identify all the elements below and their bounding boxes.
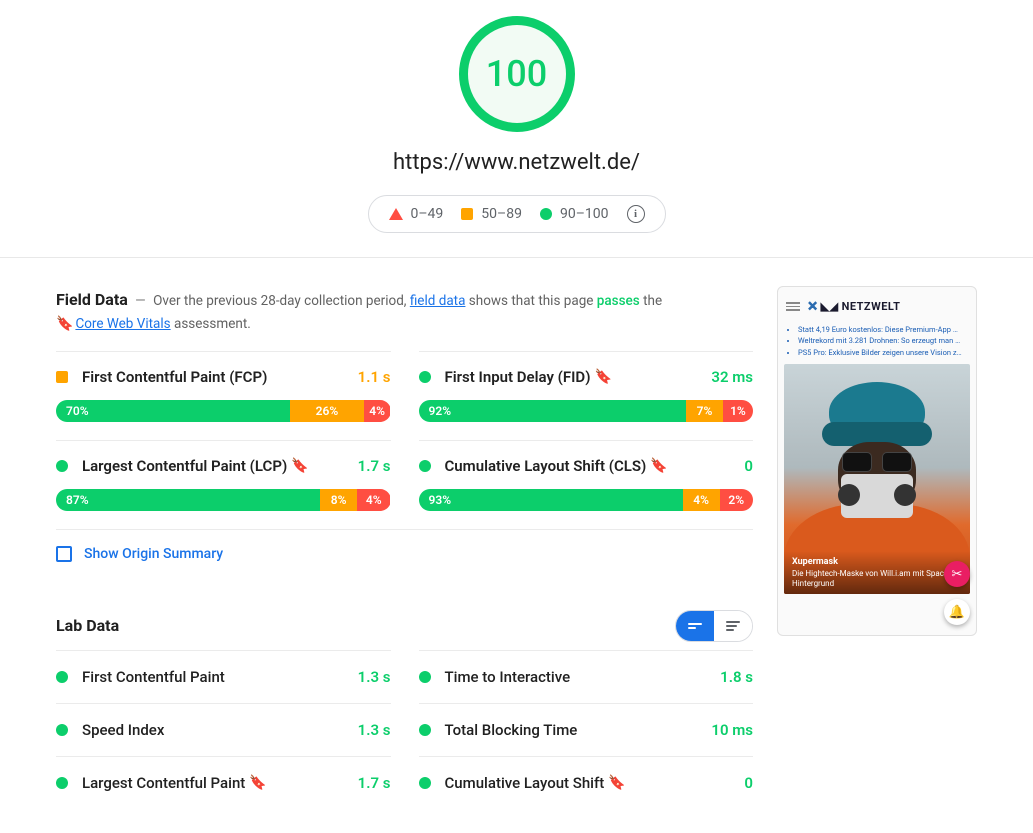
status-icon [56, 777, 68, 789]
intro-verdict: passes [597, 293, 640, 309]
metric-name: First Contentful Paint [82, 668, 358, 686]
metric-name: Speed Index [82, 721, 358, 739]
info-icon[interactable]: i [627, 205, 645, 223]
main-column: Field Data — Over the previous 28-day co… [56, 286, 753, 809]
status-icon [56, 371, 68, 383]
score-legend: 0–49 50–89 90–100 i [368, 195, 666, 233]
metric-value: 32 ms [711, 368, 753, 386]
field-data-link[interactable]: field data [410, 293, 466, 309]
thumb-logo: ❌︎ ◣◢ NETZWELT [808, 299, 900, 314]
status-icon [419, 671, 431, 683]
lab-metric[interactable]: Total Blocking Time 10 ms [419, 703, 754, 756]
metric-value: 1.3 s [358, 721, 391, 739]
screenshot-aside: ❌︎ ◣◢ NETZWELT Statt 4,19 Euro kostenlos… [777, 286, 977, 809]
metric-value: 1.3 s [358, 668, 391, 686]
field-metric[interactable]: Cumulative Layout Shift (CLS) 🔖 0 93% 4%… [419, 440, 754, 529]
metric-value: 0 [744, 774, 753, 792]
bookmark-icon: 🔖 [650, 458, 667, 474]
view-expanded-button[interactable] [714, 611, 752, 641]
bookmark-icon: 🔖 [608, 775, 625, 791]
status-icon [419, 371, 431, 383]
score-gauge: 100 [459, 16, 575, 132]
status-icon [56, 671, 68, 683]
metric-value: 1.1 s [358, 368, 391, 386]
field-data-title: Field Data [56, 290, 128, 309]
lab-metrics-grid: First Contentful Paint 1.3 s Time to Int… [56, 650, 753, 809]
view-compact-button[interactable] [676, 611, 714, 641]
metric-name: Cumulative Layout Shift (CLS) 🔖 [445, 457, 745, 475]
status-icon [419, 777, 431, 789]
origin-label: Show Origin Summary [84, 546, 223, 562]
metric-name: First Input Delay (FID) 🔖 [445, 368, 712, 386]
metric-name: Largest Contentful Paint (LCP) 🔖 [82, 457, 358, 475]
cwv-suffix: assessment. [174, 316, 251, 332]
metric-value: 0 [744, 457, 753, 475]
notification-fab-icon: 🔔 [944, 599, 970, 625]
legend-fail-range: 0–49 [411, 206, 444, 222]
field-metric[interactable]: First Contentful Paint (FCP) 1.1 s 70% 2… [56, 351, 391, 440]
bookmark-icon: 🔖 [249, 775, 266, 791]
page-thumbnail: ❌︎ ◣◢ NETZWELT Statt 4,19 Euro kostenlos… [777, 286, 977, 636]
distribution-bar: 93% 4% 2% [419, 489, 754, 511]
metric-name: Largest Contentful Paint 🔖 [82, 774, 358, 792]
lab-metric[interactable]: First Contentful Paint 1.3 s [56, 650, 391, 703]
status-icon [419, 460, 431, 472]
field-metric[interactable]: First Input Delay (FID) 🔖 32 ms 92% 7% 1… [419, 351, 754, 440]
metric-value: 10 ms [711, 721, 753, 739]
square-orange-icon [461, 208, 473, 220]
circle-green-icon [540, 208, 552, 220]
bookmark-icon: 🔖 [56, 316, 73, 332]
lab-metric[interactable]: Speed Index 1.3 s [56, 703, 391, 756]
distribution-bar: 87% 8% 4% [56, 489, 391, 511]
metric-name: First Contentful Paint (FCP) [82, 368, 358, 386]
hero-sub: Die Hightech-Maske von Will.i.am mit Spa… [792, 569, 955, 588]
metric-name: Total Blocking Time [445, 721, 712, 739]
tested-url: https://www.netzwelt.de/ [0, 150, 1033, 175]
metric-name: Cumulative Layout Shift 🔖 [445, 774, 745, 792]
thumb-hero: Xupermask Die Hightech-Maske von Will.i.… [784, 364, 970, 594]
metric-value: 1.8 s [720, 668, 753, 686]
score-header: 100 https://www.netzwelt.de/ 0–49 50–89 … [0, 0, 1033, 258]
metric-name: Time to Interactive [445, 668, 721, 686]
thumb-link-list: Statt 4,19 Euro kostenlos: Diese Premium… [784, 324, 970, 358]
field-data-intro: Field Data — Over the previous 28-day co… [56, 286, 753, 337]
intro-suffix: the [643, 293, 662, 309]
thumb-link: PS5 Pro: Exklusive Bilder zeigen unsere … [798, 347, 970, 358]
metric-value: 1.7 s [358, 457, 391, 475]
hamburger-icon [786, 302, 800, 311]
status-icon [56, 460, 68, 472]
status-icon [419, 724, 431, 736]
share-fab-icon: ✂︎ [944, 561, 970, 587]
thumb-link: Weltrekord mit 3.281 Drohnen: So erzeugt… [798, 335, 970, 346]
legend-fail: 0–49 [389, 206, 444, 222]
hero-title: Xupermask [792, 557, 838, 567]
lab-metric[interactable]: Largest Contentful Paint 🔖 1.7 s [56, 756, 391, 809]
bookmark-icon: 🔖 [291, 458, 308, 474]
legend-average: 50–89 [461, 206, 522, 222]
field-metrics-grid: First Contentful Paint (FCP) 1.1 s 70% 2… [56, 351, 753, 529]
bookmark-icon: 🔖 [594, 369, 611, 385]
distribution-bar: 92% 7% 1% [419, 400, 754, 422]
field-metric[interactable]: Largest Contentful Paint (LCP) 🔖 1.7 s 8… [56, 440, 391, 529]
legend-average-range: 50–89 [481, 206, 522, 222]
metric-value: 1.7 s [358, 774, 391, 792]
lab-data-title: Lab Data [56, 616, 119, 635]
intro-mid: shows that this page [469, 293, 594, 309]
intro-prefix: Over the previous 28-day collection peri… [153, 293, 406, 309]
distribution-bar: 70% 26% 4% [56, 400, 391, 422]
lab-metric[interactable]: Time to Interactive 1.8 s [419, 650, 754, 703]
checkbox-icon[interactable] [56, 546, 72, 562]
thumb-link: Statt 4,19 Euro kostenlos: Diese Premium… [798, 324, 970, 335]
show-origin-summary[interactable]: Show Origin Summary [56, 529, 753, 570]
legend-pass-range: 90–100 [560, 206, 609, 222]
score-value: 100 [486, 53, 547, 95]
triangle-red-icon [389, 208, 403, 220]
status-icon [56, 724, 68, 736]
cwv-link[interactable]: Core Web Vitals [75, 316, 170, 332]
lab-metric[interactable]: Cumulative Layout Shift 🔖 0 [419, 756, 754, 809]
view-toggle [675, 610, 753, 642]
legend-pass: 90–100 [540, 206, 609, 222]
